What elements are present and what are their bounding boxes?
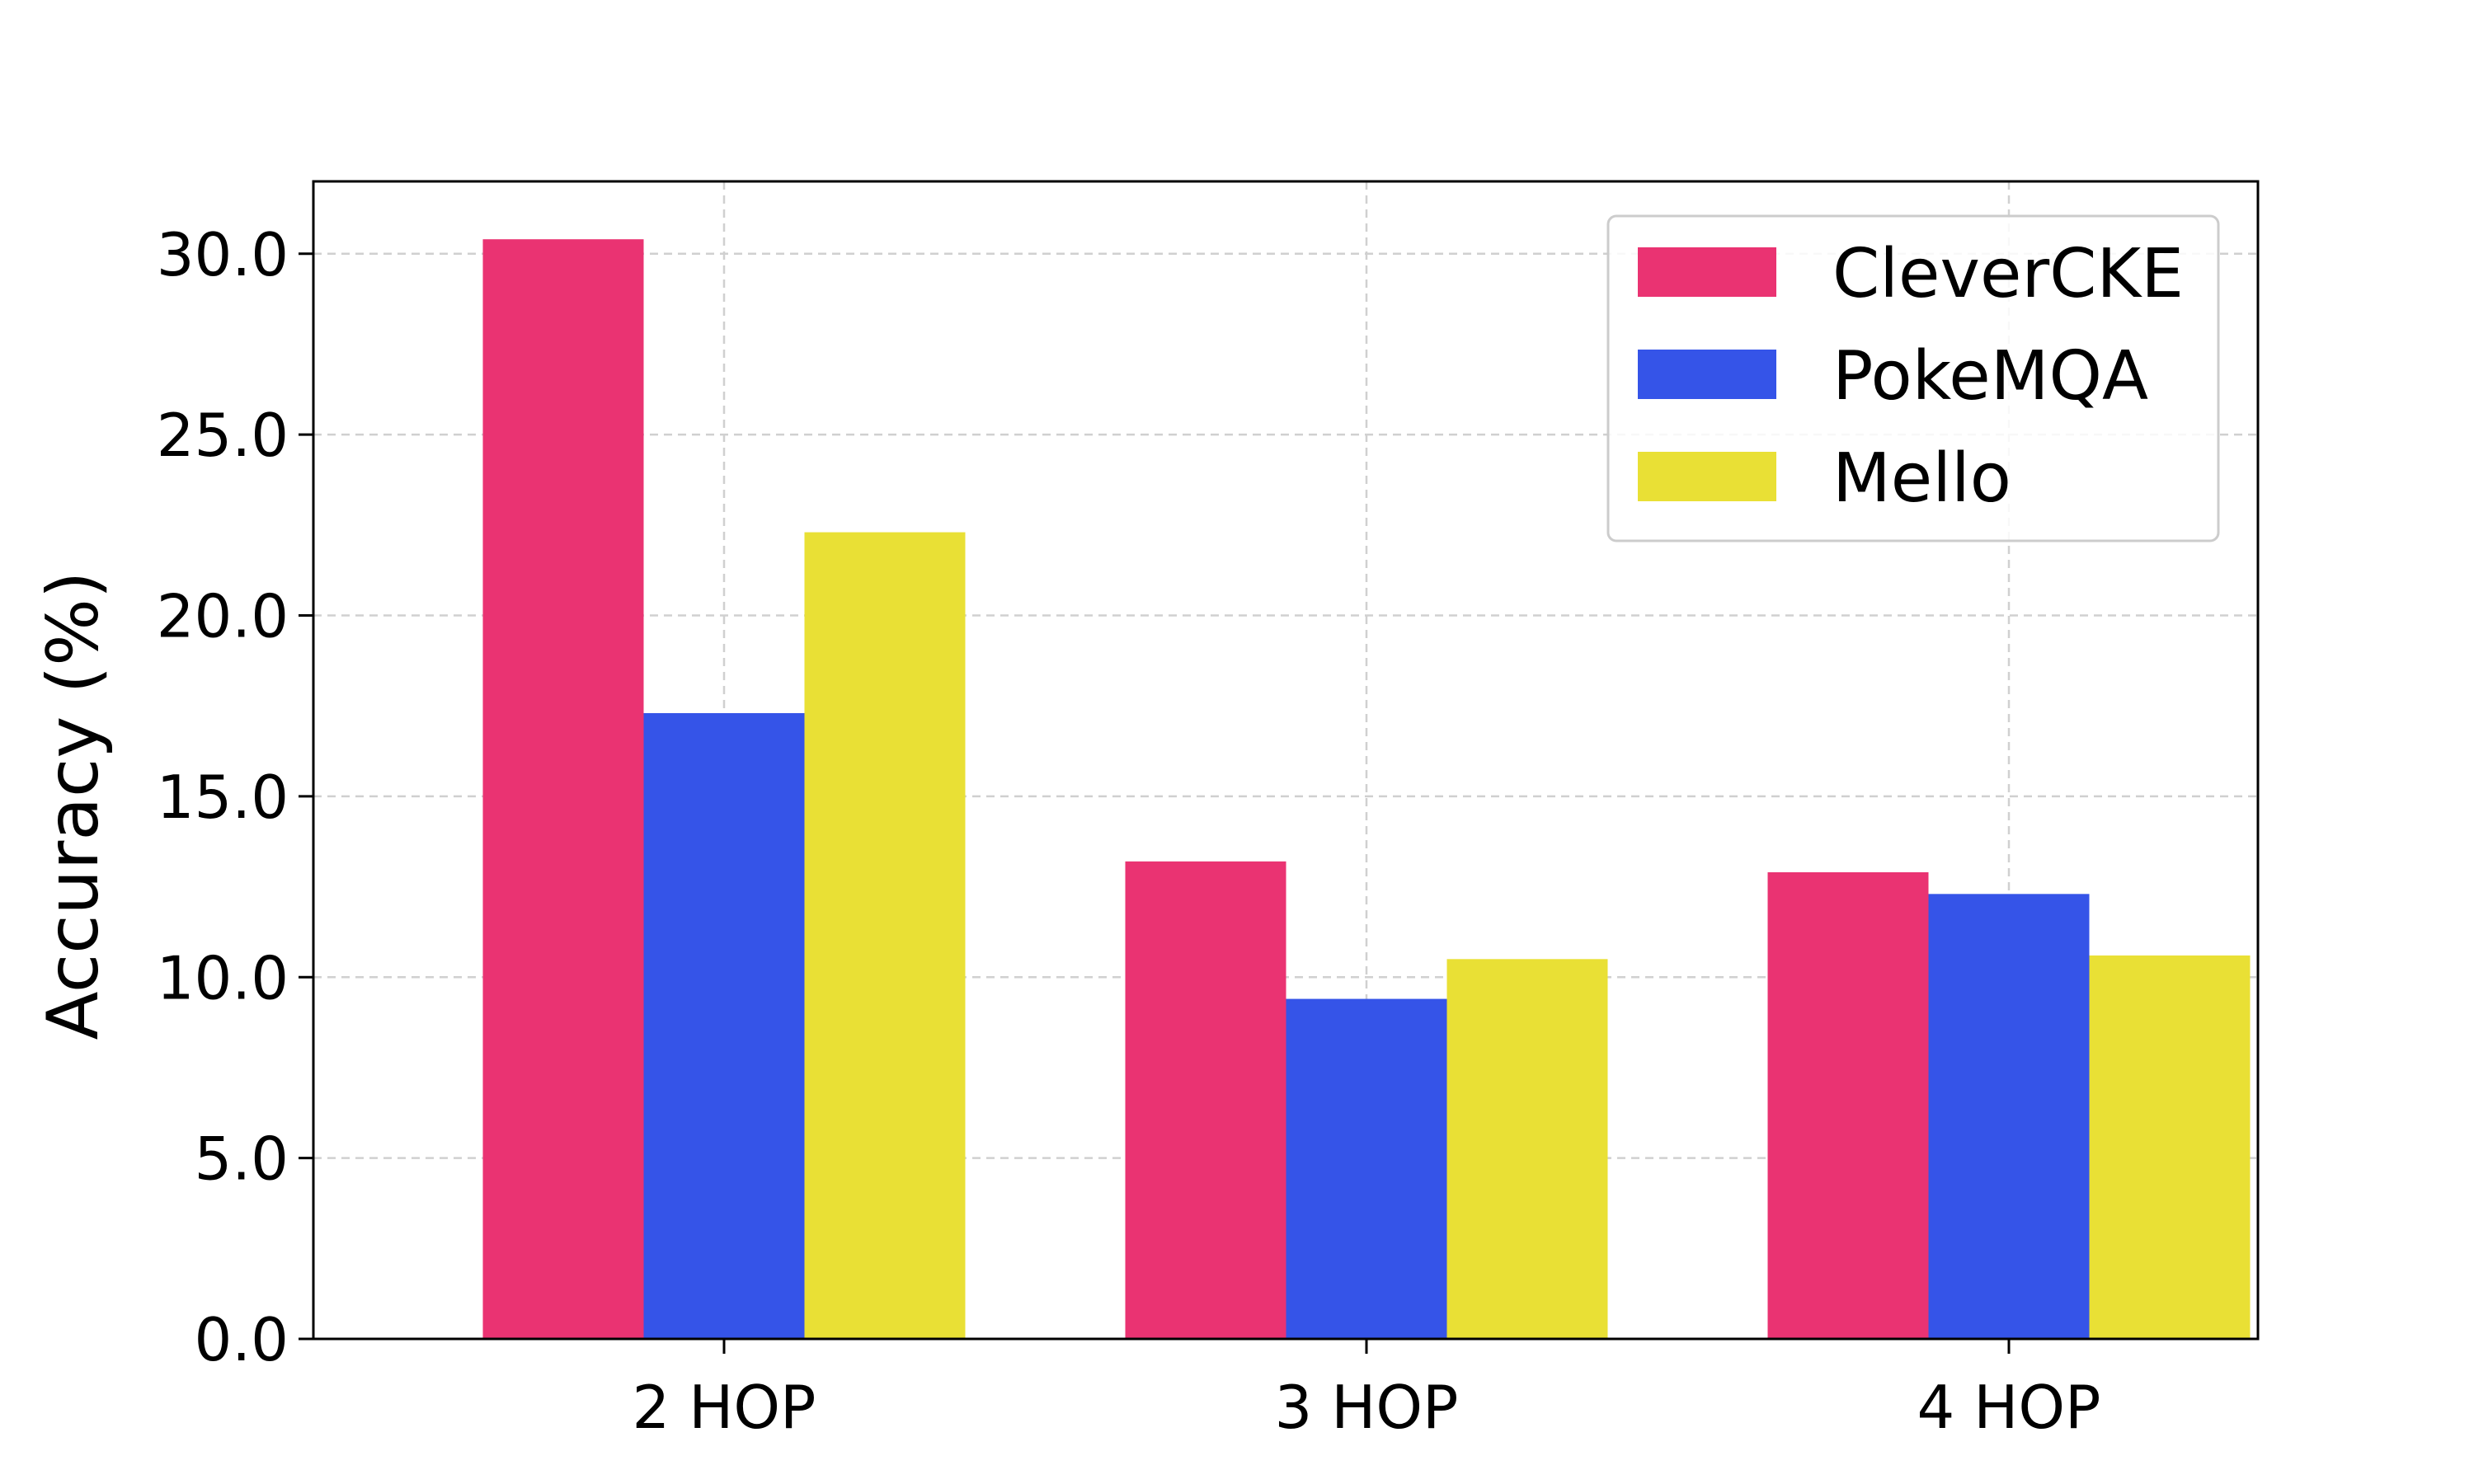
bar-pokemqa-3-hop [1286, 998, 1447, 1339]
bar-mello-3-hop [1446, 959, 1608, 1339]
y-tick-label: 20.0 [157, 582, 289, 651]
y-tick-label: 30.0 [157, 220, 289, 289]
y-axis: 0.0 5.0 10.0 15.0 20.0 25.0 30.0 [157, 220, 313, 1374]
y-tick-label: 0.0 [194, 1305, 289, 1374]
legend-swatch [1638, 350, 1776, 399]
bar-clevercke-2-hop [482, 239, 644, 1340]
bar-pokemqa-2-hop [643, 712, 805, 1339]
y-tick-label: 10.0 [157, 943, 289, 1012]
x-tick-label: 4 HOP [1917, 1373, 2101, 1442]
legend-swatch [1638, 452, 1776, 501]
x-axis: 2 HOP 3 HOP 4 HOP [633, 1339, 2101, 1442]
y-tick-label: 15.0 [157, 763, 289, 832]
bar-clevercke-4-hop [1767, 872, 1929, 1339]
x-tick-label: 2 HOP [633, 1373, 816, 1442]
y-tick-label: 5.0 [194, 1125, 289, 1194]
bar-pokemqa-4-hop [1928, 894, 2090, 1339]
bars [482, 239, 2251, 1340]
bar-mello-4-hop [2089, 955, 2251, 1339]
y-tick-label: 25.0 [157, 401, 289, 470]
x-tick-label: 3 HOP [1275, 1373, 1459, 1442]
legend-swatch [1638, 247, 1776, 297]
legend-label: PokeMQA [1832, 337, 2148, 416]
bar-clevercke-3-hop [1125, 861, 1286, 1339]
y-axis-title: Accuracy (%) [32, 571, 115, 1040]
legend: CleverCKE PokeMQA Mello [1606, 214, 2220, 542]
bar-mello-2-hop [804, 532, 966, 1339]
legend-label: Mello [1832, 439, 2011, 518]
plot-frame [312, 180, 2260, 1341]
legend-label: CleverCKE [1832, 235, 2184, 313]
